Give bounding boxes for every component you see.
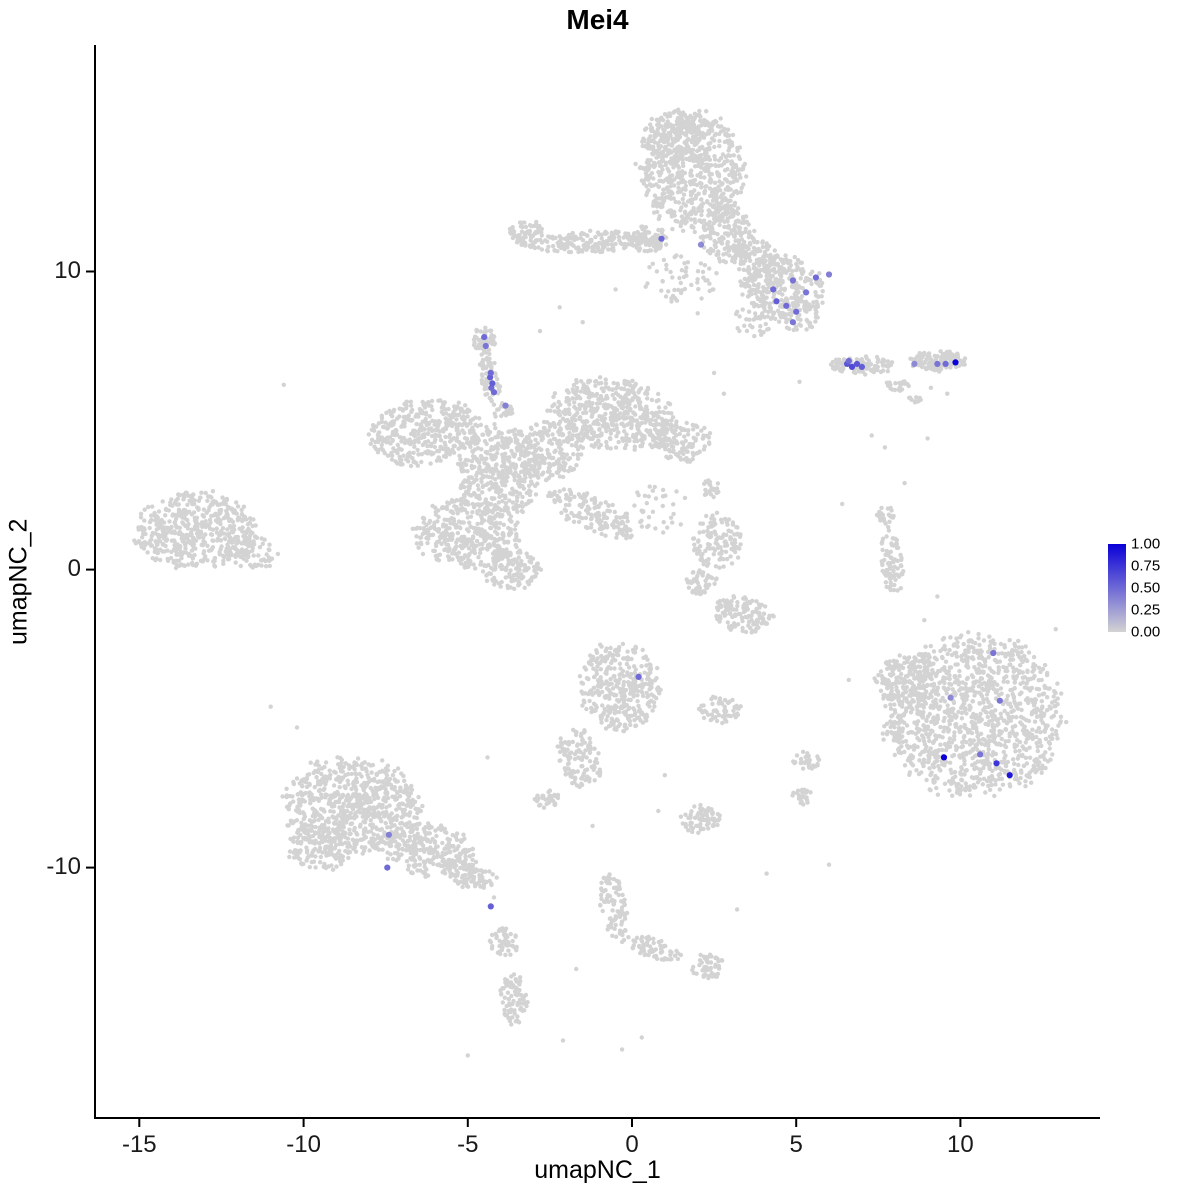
legend-tick-label: 0.50 — [1131, 579, 1161, 597]
plot-title: Mei4 — [566, 4, 629, 35]
expressed-points — [384, 235, 1013, 910]
background-points — [132, 107, 1069, 1058]
x-axis-label: umapNC_1 — [534, 1156, 661, 1184]
legend-tick-label: 0.75 — [1131, 557, 1161, 575]
legend-tick-label: 1.00 — [1131, 535, 1161, 553]
legend-tick-label: 0.25 — [1131, 601, 1161, 619]
colorbar-legend: 1.00 0.75 0.50 0.25 0.00 — [1108, 537, 1198, 640]
legend-tick-label: 0.00 — [1131, 623, 1161, 641]
colorbar-gradient — [1108, 544, 1126, 632]
legend-tick-labels: 1.00 0.75 0.50 0.25 0.00 — [1131, 537, 1191, 640]
